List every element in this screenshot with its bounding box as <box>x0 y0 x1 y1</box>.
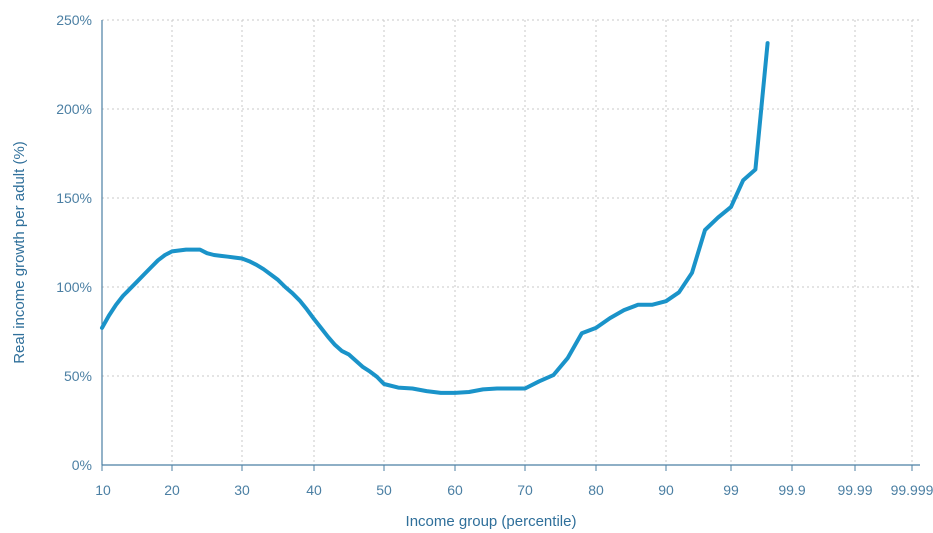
x-tick-label: 10 <box>95 482 111 498</box>
y-tick-label: 200% <box>56 101 92 117</box>
x-tick-labels: 10 20 30 40 50 60 70 80 90 99 99.9 99.99 99.999 <box>95 482 933 498</box>
axes <box>101 20 920 471</box>
x-tick-label: 50 <box>376 482 392 498</box>
x-tick-label: 70 <box>517 482 533 498</box>
x-tick-label: 99.999 <box>891 482 933 498</box>
x-tick-label: 99 <box>723 482 739 498</box>
x-axis-title: Income group (percentile) <box>406 513 577 530</box>
x-tick-label: 60 <box>447 482 463 498</box>
x-tick-label: 80 <box>588 482 604 498</box>
y-axis-title: Real income growth per adult (%) <box>11 141 28 364</box>
x-tick-label: 90 <box>658 482 674 498</box>
y-tick-label: 250% <box>56 12 92 28</box>
y-tick-label: 0% <box>72 457 92 473</box>
y-tick-label: 150% <box>56 190 92 206</box>
y-tick-labels: 0% 50% 100% 150% 200% 250% <box>56 12 92 473</box>
series-line-income-growth <box>100 41 770 395</box>
x-tick-label: 99.99 <box>837 482 872 498</box>
x-tick-label: 30 <box>234 482 250 498</box>
x-tick-label: 99.9 <box>778 482 805 498</box>
y-tick-label: 50% <box>64 368 92 384</box>
gridlines <box>102 19 920 465</box>
y-tick-label: 100% <box>56 279 92 295</box>
x-tick-label: 20 <box>164 482 180 498</box>
x-tick-label: 40 <box>306 482 322 498</box>
